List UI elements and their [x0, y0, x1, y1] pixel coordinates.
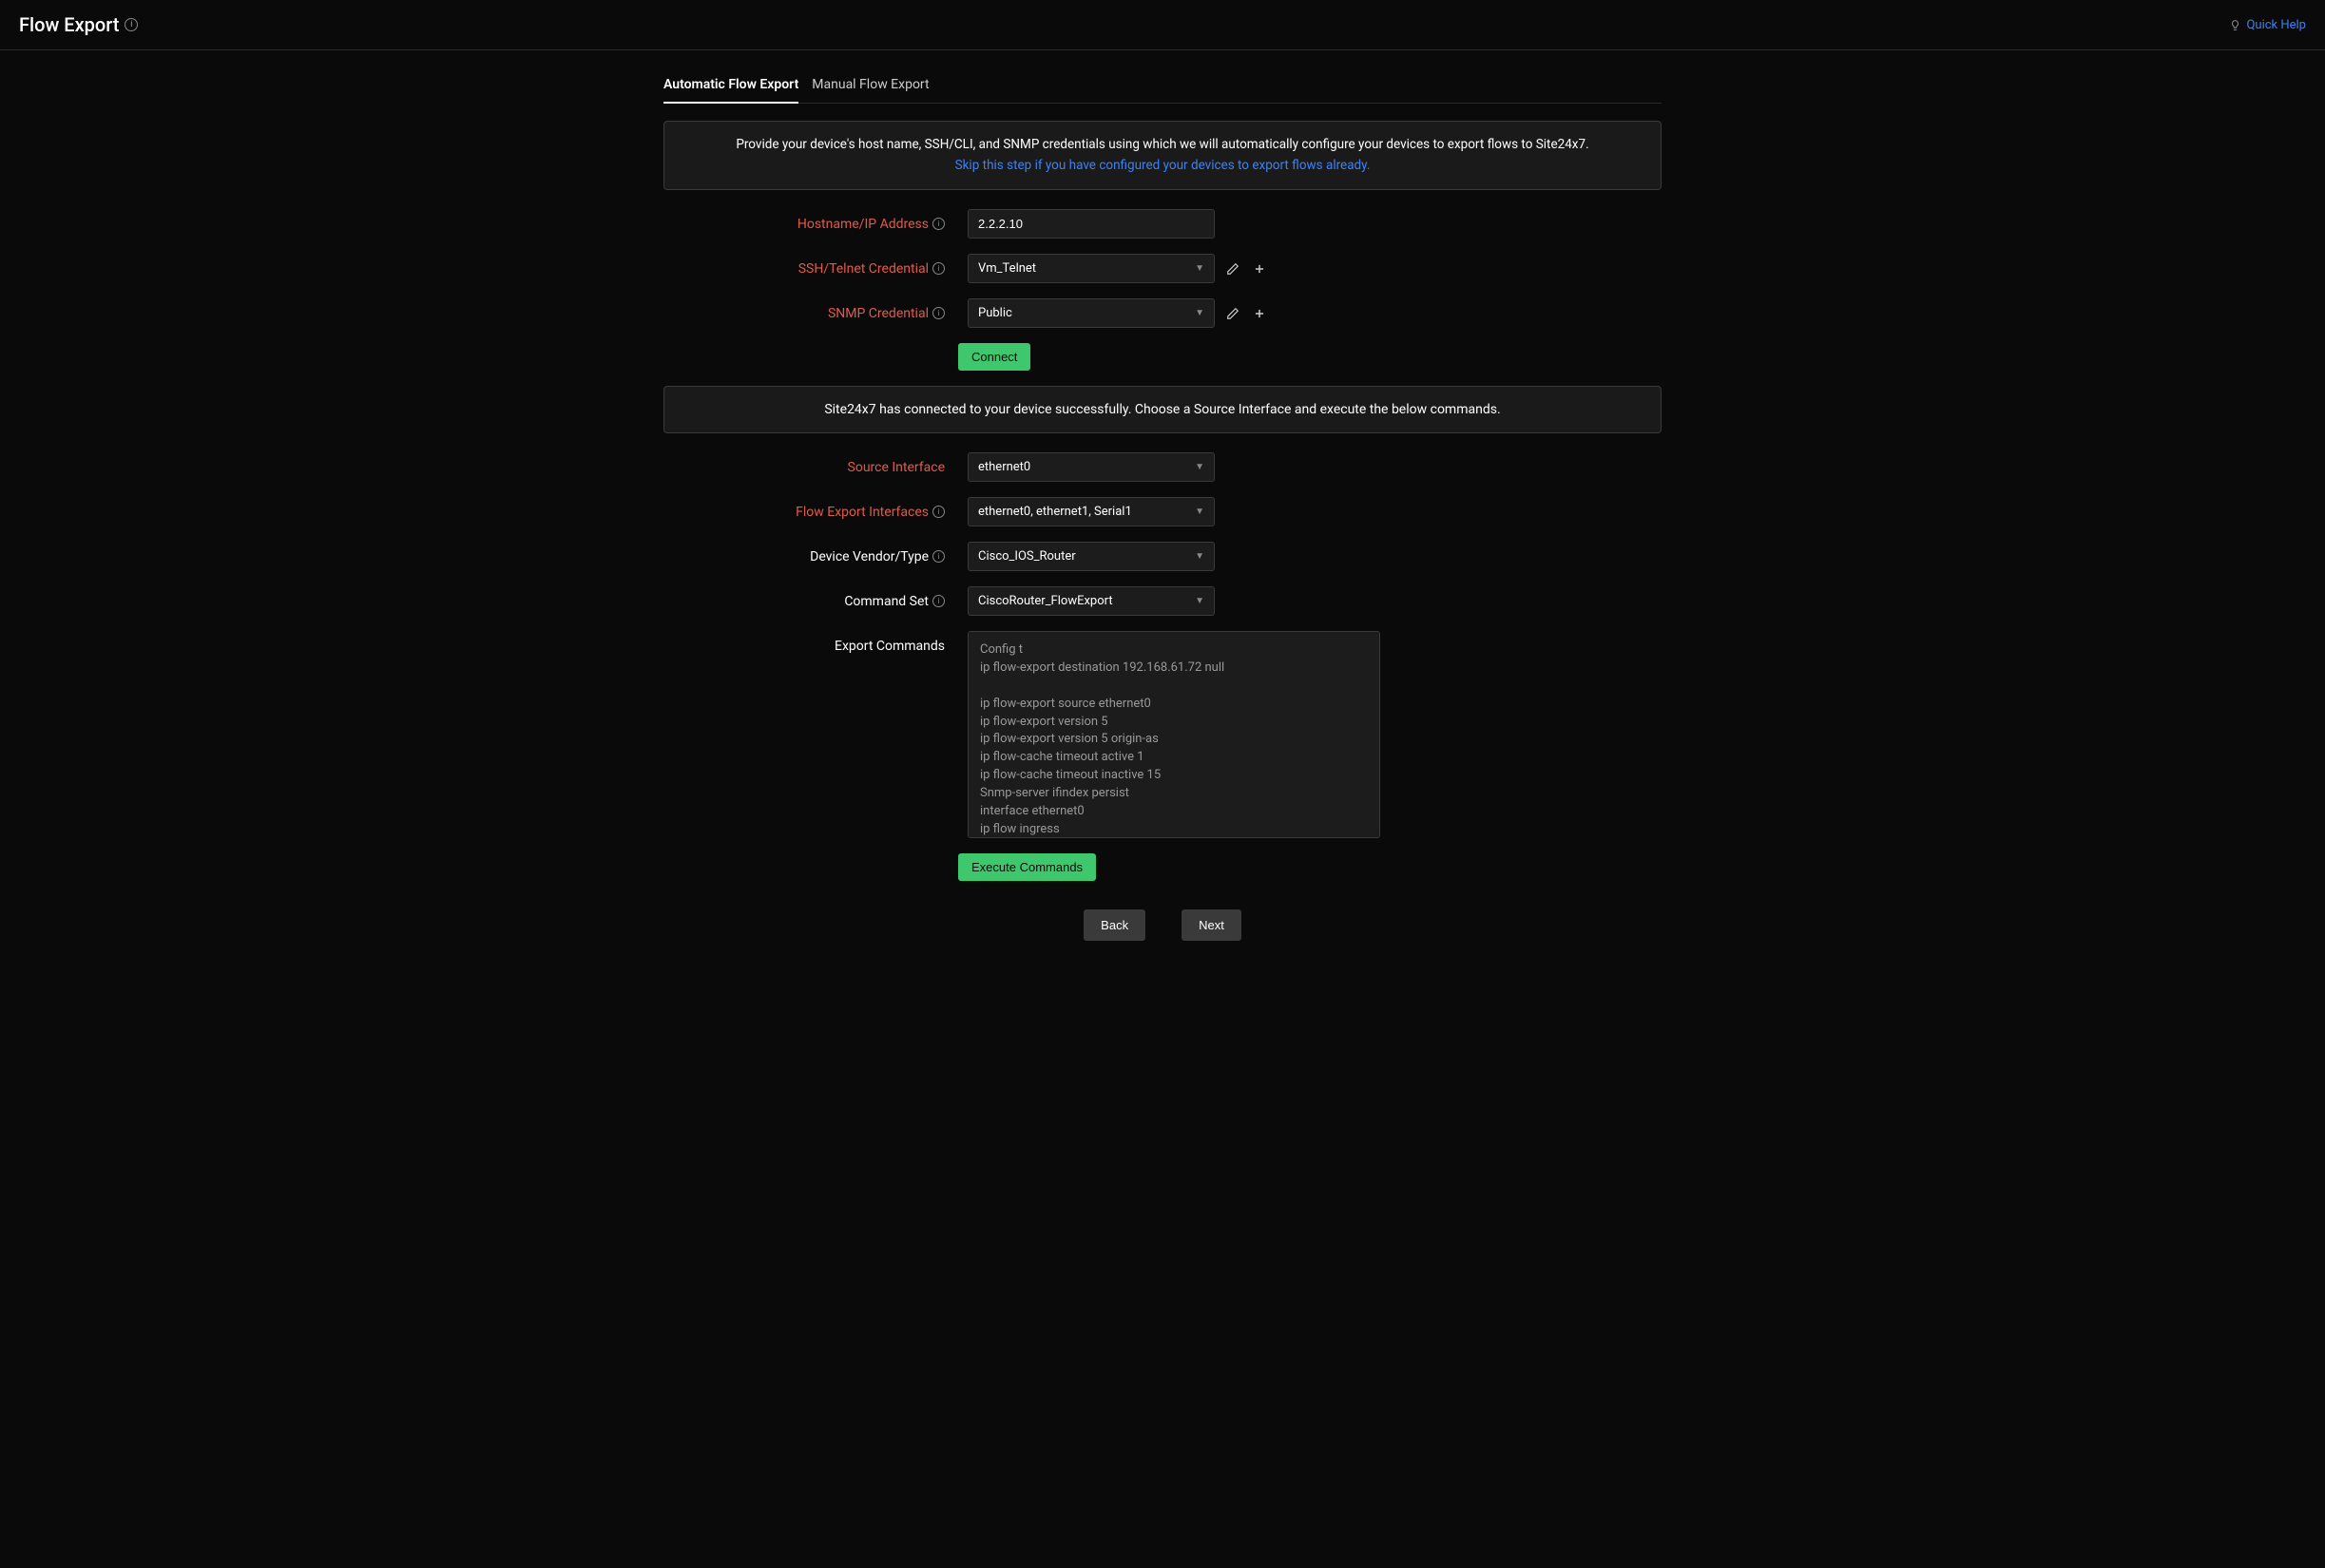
- source-interface-value: ethernet0: [978, 460, 1030, 474]
- add-ssh-icon[interactable]: [1251, 260, 1268, 277]
- chevron-down-icon: ▼: [1195, 462, 1204, 472]
- info-icon[interactable]: i: [932, 506, 945, 518]
- quick-help-link[interactable]: Quick Help: [2229, 18, 2306, 32]
- info-icon[interactable]: i: [932, 262, 945, 275]
- next-button[interactable]: Next: [1182, 909, 1241, 941]
- input-wrap-source: ethernet0 ▼: [968, 452, 1215, 482]
- info-icon[interactable]: i: [932, 595, 945, 607]
- credentials-section: Hostname/IP Address i SSH/Telnet Credent…: [663, 209, 1662, 371]
- edit-ssh-icon[interactable]: [1224, 260, 1241, 277]
- chevron-down-icon: ▼: [1195, 308, 1204, 318]
- execute-button[interactable]: Execute Commands: [958, 853, 1096, 881]
- info-icon[interactable]: i: [932, 218, 945, 230]
- quick-help-text: Quick Help: [2246, 18, 2306, 32]
- row-command-set: Command Set i CiscoRouter_FlowExport ▼: [663, 586, 1662, 616]
- info-text: Provide your device's host name, SSH/CLI…: [683, 135, 1642, 156]
- label-snmp: SNMP Credential i: [663, 306, 958, 321]
- page-header: Flow Export i Quick Help: [0, 0, 2325, 50]
- row-hostname: Hostname/IP Address i: [663, 209, 1662, 239]
- ssh-select-value: Vm_Telnet: [978, 261, 1036, 276]
- input-wrap-commandset: CiscoRouter_FlowExport ▼: [968, 586, 1215, 616]
- bulb-icon: [2229, 19, 2241, 31]
- input-wrap-vendor: Cisco_IOS_Router ▼: [968, 542, 1215, 571]
- input-wrap-textarea: [968, 631, 1380, 838]
- page-title: Flow Export i: [19, 13, 138, 36]
- flow-interfaces-select[interactable]: ethernet0, ethernet1, Serial1 ▼: [968, 497, 1215, 526]
- label-source-interface-text: Source Interface: [848, 460, 945, 475]
- info-icon[interactable]: i: [125, 18, 138, 31]
- source-interface-select[interactable]: ethernet0 ▼: [968, 452, 1215, 482]
- status-text: Site24x7 has connected to your device su…: [824, 402, 1500, 417]
- footer-buttons: Back Next: [663, 909, 1662, 969]
- status-box: Site24x7 has connected to your device su…: [663, 386, 1662, 433]
- input-wrap-flow: ethernet0, ethernet1, Serial1 ▼: [968, 497, 1215, 526]
- snmp-select-value: Public: [978, 306, 1012, 320]
- command-set-value: CiscoRouter_FlowExport: [978, 594, 1113, 608]
- label-flow-interfaces: Flow Export Interfaces i: [663, 505, 958, 520]
- hostname-input[interactable]: [968, 209, 1215, 239]
- label-ssh: SSH/Telnet Credential i: [663, 261, 958, 277]
- connect-wrap: Connect: [958, 343, 1662, 371]
- config-section: Source Interface ethernet0 ▼ Flow Export…: [663, 452, 1662, 881]
- input-wrap-snmp: Public ▼: [968, 298, 1268, 328]
- label-device-vendor: Device Vendor/Type i: [663, 549, 958, 564]
- label-device-vendor-text: Device Vendor/Type: [810, 549, 929, 564]
- back-button[interactable]: Back: [1084, 909, 1145, 941]
- tab-automatic[interactable]: Automatic Flow Export: [663, 67, 798, 104]
- info-box: Provide your device's host name, SSH/CLI…: [663, 121, 1662, 190]
- connect-button[interactable]: Connect: [958, 343, 1030, 371]
- row-device-vendor: Device Vendor/Type i Cisco_IOS_Router ▼: [663, 542, 1662, 571]
- label-hostname: Hostname/IP Address i: [663, 217, 958, 232]
- chevron-down-icon: ▼: [1195, 596, 1204, 606]
- device-vendor-select[interactable]: Cisco_IOS_Router ▼: [968, 542, 1215, 571]
- main-container: Automatic Flow Export Manual Flow Export…: [644, 67, 1681, 969]
- device-vendor-value: Cisco_IOS_Router: [978, 549, 1076, 564]
- row-snmp: SNMP Credential i Public ▼: [663, 298, 1662, 328]
- ssh-select[interactable]: Vm_Telnet ▼: [968, 254, 1215, 283]
- label-ssh-text: SSH/Telnet Credential: [798, 261, 929, 277]
- label-snmp-text: SNMP Credential: [828, 306, 929, 321]
- add-snmp-icon[interactable]: [1251, 305, 1268, 322]
- edit-snmp-icon[interactable]: [1224, 305, 1241, 322]
- chevron-down-icon: ▼: [1195, 507, 1204, 517]
- tab-manual[interactable]: Manual Flow Export: [812, 67, 929, 103]
- label-command-set-text: Command Set: [844, 594, 929, 609]
- label-command-set: Command Set i: [663, 594, 958, 609]
- label-source-interface: Source Interface: [663, 460, 958, 475]
- export-commands-textarea[interactable]: [968, 631, 1380, 838]
- label-export-commands: Export Commands: [663, 631, 958, 654]
- command-set-select[interactable]: CiscoRouter_FlowExport ▼: [968, 586, 1215, 616]
- tabs: Automatic Flow Export Manual Flow Export: [663, 67, 1662, 104]
- row-flow-interfaces: Flow Export Interfaces i ethernet0, ethe…: [663, 497, 1662, 526]
- page-title-text: Flow Export: [19, 13, 119, 36]
- info-icon[interactable]: i: [932, 550, 945, 563]
- label-flow-interfaces-text: Flow Export Interfaces: [796, 505, 929, 520]
- snmp-select[interactable]: Public ▼: [968, 298, 1215, 328]
- info-icon[interactable]: i: [932, 307, 945, 319]
- label-export-commands-text: Export Commands: [835, 639, 945, 654]
- row-ssh: SSH/Telnet Credential i Vm_Telnet ▼: [663, 254, 1662, 283]
- chevron-down-icon: ▼: [1195, 551, 1204, 562]
- label-hostname-text: Hostname/IP Address: [797, 217, 929, 232]
- flow-interfaces-value: ethernet0, ethernet1, Serial1: [978, 505, 1132, 519]
- input-wrap-hostname: [968, 209, 1215, 239]
- execute-wrap: Execute Commands: [958, 853, 1662, 881]
- row-source-interface: Source Interface ethernet0 ▼: [663, 452, 1662, 482]
- skip-link[interactable]: Skip this step if you have configured yo…: [683, 156, 1642, 177]
- row-export-commands: Export Commands: [663, 631, 1662, 838]
- input-wrap-ssh: Vm_Telnet ▼: [968, 254, 1268, 283]
- chevron-down-icon: ▼: [1195, 263, 1204, 274]
